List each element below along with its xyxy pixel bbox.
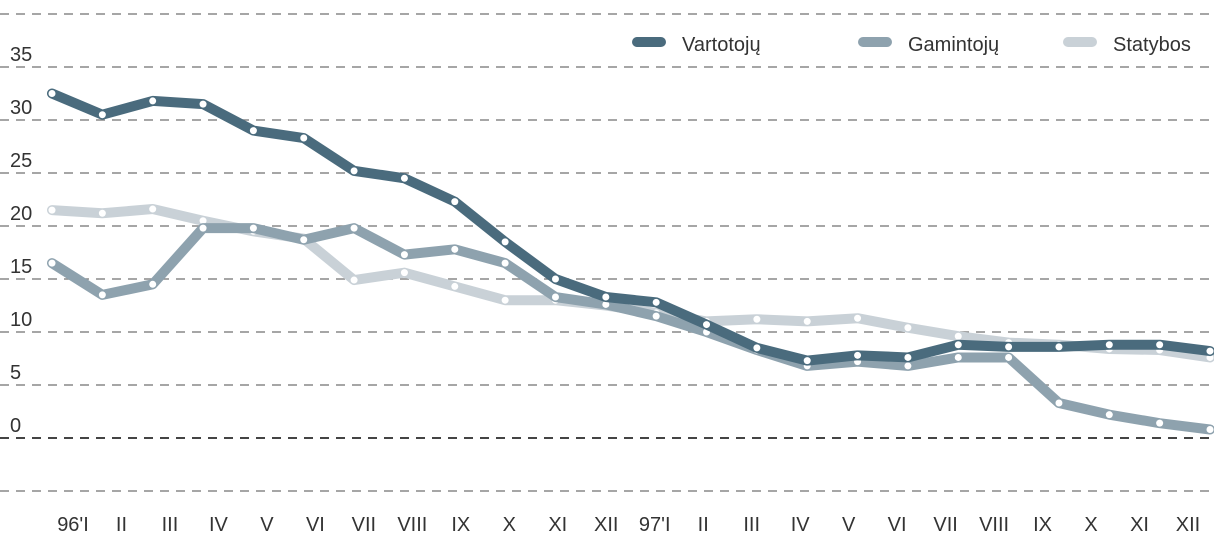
legend-label: Gamintojų <box>908 34 999 56</box>
point <box>1105 411 1113 419</box>
point <box>400 174 408 182</box>
point <box>300 236 308 244</box>
y-tick-label: 0 <box>10 415 21 437</box>
point <box>854 351 862 359</box>
point <box>1055 399 1063 407</box>
point <box>451 198 459 206</box>
point <box>501 259 509 267</box>
x-tick-label: IV <box>791 514 811 536</box>
point <box>803 357 811 365</box>
point <box>803 317 811 325</box>
x-tick-label: II <box>116 514 127 536</box>
point <box>703 321 711 329</box>
point <box>48 90 56 97</box>
x-tick-label: VIII <box>979 514 1009 536</box>
point <box>1055 343 1063 351</box>
y-tick-label: 10 <box>10 309 32 331</box>
x-tick-label: VIII <box>397 514 427 536</box>
point <box>904 362 912 370</box>
point <box>199 217 207 225</box>
x-tick-label: III <box>162 514 179 536</box>
point <box>1206 426 1214 434</box>
point <box>350 167 358 175</box>
point <box>501 296 509 304</box>
x-tick-label: X <box>1084 514 1097 536</box>
point <box>551 293 559 301</box>
point <box>98 291 106 299</box>
series-line <box>47 223 1214 435</box>
point <box>149 280 157 288</box>
x-tick-label: XI <box>548 514 567 536</box>
point <box>501 238 509 246</box>
point <box>451 282 459 290</box>
point <box>400 269 408 277</box>
x-tick-label: VI <box>888 514 907 536</box>
point <box>350 276 358 284</box>
x-tick-label: XII <box>594 514 618 536</box>
x-tick-label: XI <box>1130 514 1149 536</box>
x-tick-label: 96'I <box>57 514 89 536</box>
point <box>199 100 207 108</box>
y-tick-label: 5 <box>10 362 21 384</box>
series-line <box>47 88 1214 366</box>
legend-swatch <box>1063 37 1097 47</box>
point <box>400 251 408 259</box>
point <box>954 332 962 340</box>
y-tick-label: 30 <box>10 97 32 119</box>
point <box>1005 353 1013 361</box>
x-tick-label: VI <box>306 514 325 536</box>
point <box>249 127 257 135</box>
x-tick-label: VII <box>352 514 376 536</box>
point <box>954 341 962 349</box>
y-tick-label: 20 <box>10 203 32 225</box>
point <box>854 314 862 322</box>
point <box>1005 343 1013 351</box>
x-tick-label: IX <box>1033 514 1052 536</box>
y-tick-label: 35 <box>10 44 32 66</box>
y-tick-label: 25 <box>10 150 32 172</box>
point <box>350 224 358 232</box>
point <box>1105 341 1113 349</box>
x-tick-label: 97'I <box>639 514 671 536</box>
point <box>753 315 761 323</box>
x-tick-label: XII <box>1176 514 1200 536</box>
x-tick-label: III <box>743 514 760 536</box>
point <box>48 259 56 267</box>
x-tick-label: IX <box>451 514 470 536</box>
legend-swatch <box>632 37 666 47</box>
legend-label: Statybos <box>1113 34 1191 56</box>
x-tick-label: X <box>503 514 516 536</box>
point <box>98 209 106 217</box>
legend-swatch <box>858 37 892 47</box>
point <box>753 344 761 352</box>
point <box>904 353 912 361</box>
point <box>602 293 610 301</box>
point <box>551 275 559 283</box>
x-tick-label: IV <box>209 514 229 536</box>
point <box>1156 341 1164 349</box>
point <box>602 300 610 308</box>
x-tick-label: V <box>842 514 856 536</box>
point <box>149 97 157 105</box>
point <box>451 245 459 253</box>
point <box>652 312 660 320</box>
point <box>652 298 660 306</box>
x-tick-label: VII <box>933 514 957 536</box>
x-tick-label: II <box>698 514 709 536</box>
point <box>300 134 308 142</box>
y-tick-label: 15 <box>10 256 32 278</box>
legend-label: Vartotojų <box>682 34 761 56</box>
point <box>1206 347 1214 355</box>
point <box>48 206 56 214</box>
point <box>149 205 157 213</box>
point <box>954 353 962 361</box>
x-tick-label: V <box>260 514 274 536</box>
point <box>904 324 912 332</box>
point <box>199 224 207 232</box>
point <box>98 111 106 119</box>
point <box>249 224 257 232</box>
point <box>1156 419 1164 427</box>
